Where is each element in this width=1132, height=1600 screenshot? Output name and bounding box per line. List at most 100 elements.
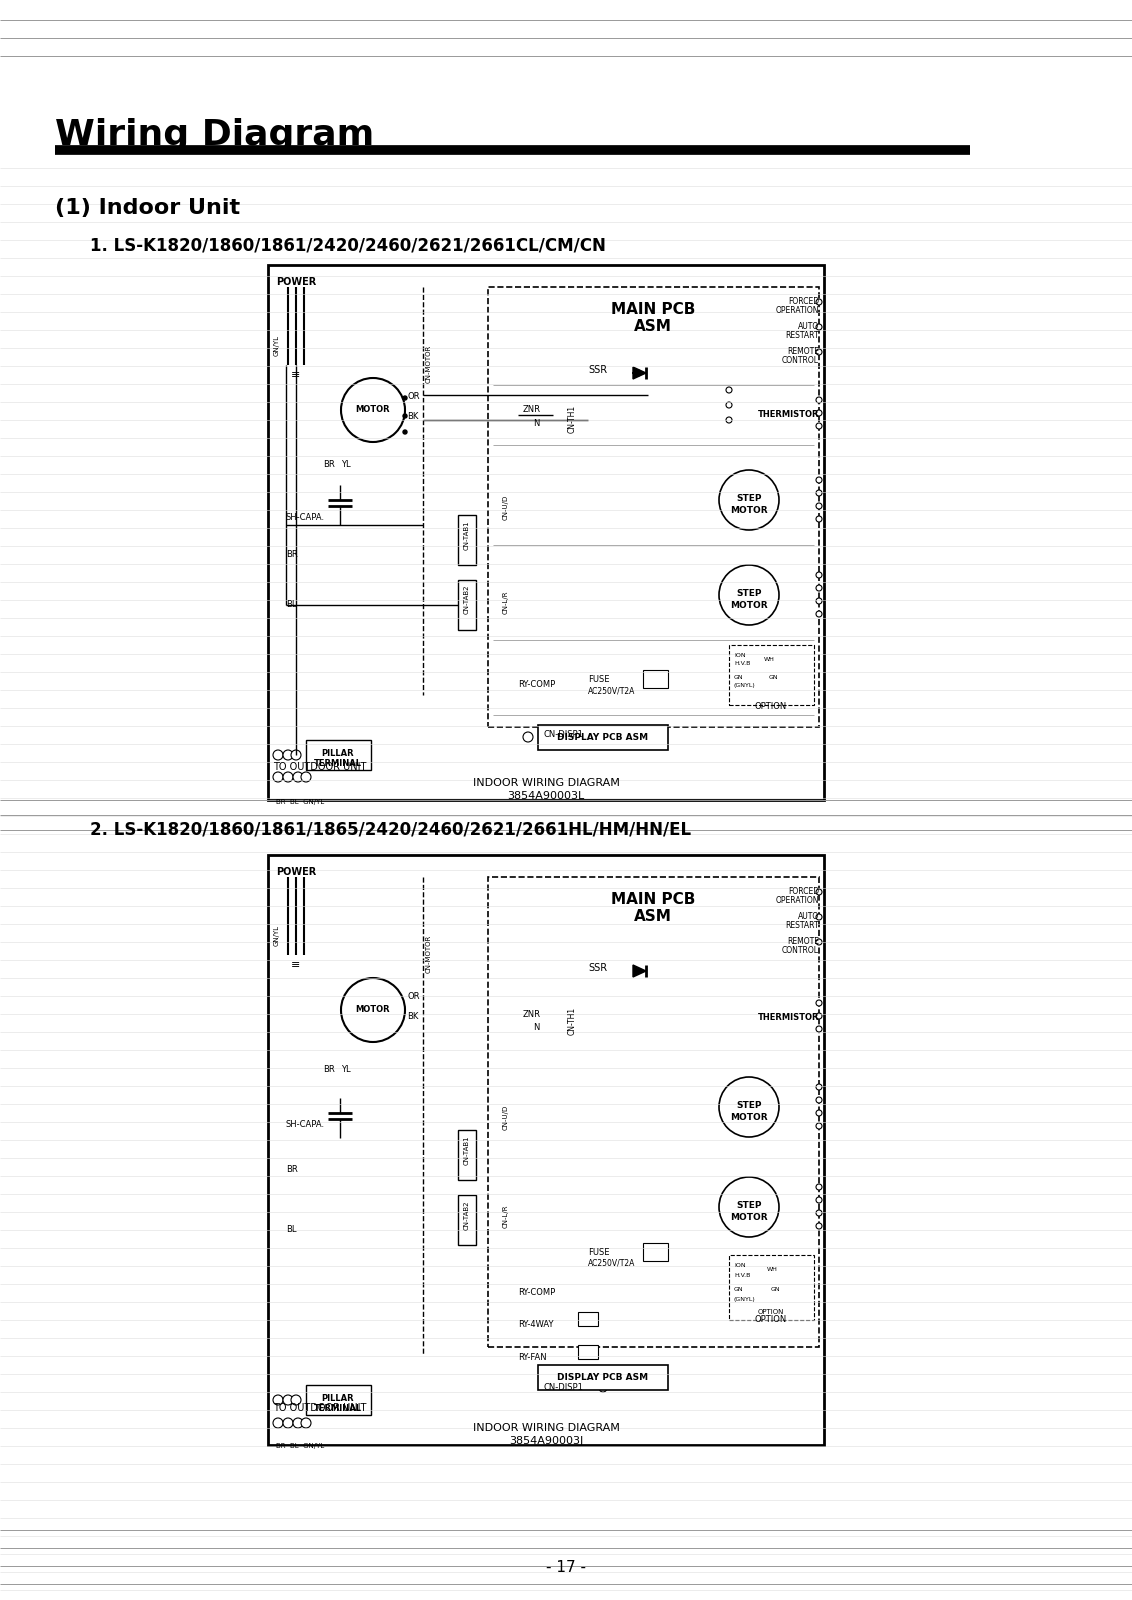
Text: GN: GN [769,675,779,680]
Text: AUTO: AUTO [798,912,818,922]
Circle shape [291,1395,301,1405]
Circle shape [816,1210,822,1216]
Circle shape [719,1077,779,1138]
Text: RY-FAN: RY-FAN [518,1354,547,1362]
Text: OPTION: OPTION [757,1309,784,1315]
Text: FUSE: FUSE [588,1248,609,1258]
Circle shape [283,750,293,760]
Text: (GNYL): (GNYL) [734,1298,756,1302]
Text: TO OUTDOOR UNIT: TO OUTDOOR UNIT [273,1403,367,1413]
Text: BK: BK [408,1013,419,1021]
Circle shape [293,773,303,782]
Text: MOTOR: MOTOR [355,1005,391,1014]
Text: WH: WH [767,1267,778,1272]
Bar [458,579,475,630]
Circle shape [816,914,822,920]
Text: BR  BL  GN/YL: BR BL GN/YL [276,1443,324,1450]
Text: GN: GN [771,1286,781,1293]
Text: TO OUTDOOR UNIT: TO OUTDOOR UNIT [273,762,367,773]
Text: CN-TAB2: CN-TAB2 [464,1200,470,1229]
Text: TERMINAL: TERMINAL [314,758,362,768]
Text: AUTO: AUTO [798,322,818,331]
Text: POWER: POWER [276,867,316,877]
Text: MOTOR: MOTOR [730,1114,767,1122]
Circle shape [403,414,408,418]
Circle shape [726,402,732,408]
Circle shape [816,349,822,355]
Text: REMOTE: REMOTE [787,938,818,946]
Polygon shape [633,366,646,379]
Circle shape [719,470,779,530]
Text: DISPLAY PCB ASM: DISPLAY PCB ASM [557,733,649,742]
Text: OPTION: OPTION [755,702,787,710]
Text: CN-TH1: CN-TH1 [568,1006,577,1035]
Text: CN-TH1: CN-TH1 [568,405,577,434]
Text: CN-U/D: CN-U/D [503,494,509,520]
Text: SSR: SSR [588,963,607,973]
Circle shape [816,490,822,496]
Text: OR: OR [408,992,420,1002]
Text: CN-TAB1: CN-TAB1 [464,520,470,550]
Text: ≡: ≡ [291,960,301,970]
Circle shape [403,430,408,434]
Text: (GNYL): (GNYL) [734,683,756,688]
Circle shape [816,939,822,946]
Text: CN-U/D: CN-U/D [503,1106,509,1130]
Text: STEP: STEP [736,494,762,502]
Text: CN-MOTOR: CN-MOTOR [426,346,432,384]
Circle shape [726,418,732,422]
Text: OPERATION: OPERATION [775,896,818,906]
Text: (1) Indoor Unit: (1) Indoor Unit [55,198,240,218]
Text: 2. LS-K1820/1860/1861/1865/2420/2460/2621/2661HL/HM/HN/EL: 2. LS-K1820/1860/1861/1865/2420/2460/262… [91,819,692,838]
Text: ≡: ≡ [291,370,301,379]
Text: CN-DISP1: CN-DISP1 [543,1382,583,1392]
Circle shape [273,1418,283,1427]
Circle shape [523,733,533,742]
Text: H.V.B: H.V.B [734,1274,751,1278]
Text: BR: BR [323,1066,335,1074]
Circle shape [816,586,822,590]
Circle shape [816,611,822,618]
Text: - 17 -: - 17 - [546,1560,586,1574]
Text: GN/YL: GN/YL [274,925,280,946]
Text: ZNR: ZNR [523,405,541,414]
Bar [268,854,824,1445]
Circle shape [816,1000,822,1006]
Text: CN-L/R: CN-L/R [503,1205,509,1229]
Text: Wiring Diagram: Wiring Diagram [55,118,375,152]
Text: AC250V/T2A: AC250V/T2A [588,1258,635,1267]
Circle shape [816,573,822,578]
Text: 1. LS-K1820/1860/1861/2420/2460/2621/2661CL/CM/CN: 1. LS-K1820/1860/1861/2420/2460/2621/266… [91,237,606,254]
Text: FORCED: FORCED [788,298,818,306]
Text: CN-MOTOR: CN-MOTOR [426,934,432,973]
Bar [538,725,668,750]
Text: MAIN PCB
ASM: MAIN PCB ASM [611,302,695,334]
Bar [729,645,814,706]
Text: OPERATION: OPERATION [775,306,818,315]
Text: SH-CAPA.: SH-CAPA. [286,514,325,522]
Circle shape [719,1178,779,1237]
Text: FUSE: FUSE [588,675,609,685]
Circle shape [283,773,293,782]
Circle shape [816,502,822,509]
Text: GN/YL: GN/YL [274,334,280,355]
Text: CN-TAB1: CN-TAB1 [464,1134,470,1165]
Text: ION: ION [734,1262,746,1267]
Circle shape [291,750,301,760]
Circle shape [283,1395,293,1405]
Text: CN-L/R: CN-L/R [503,590,509,613]
Circle shape [816,598,822,603]
Circle shape [816,1184,822,1190]
Text: OR: OR [408,392,420,402]
Text: INDOOR WIRING DIAGRAM: INDOOR WIRING DIAGRAM [472,1422,619,1434]
Text: THERMISTOR: THERMISTOR [757,410,818,419]
Text: BL: BL [286,1226,297,1234]
Circle shape [816,299,822,306]
Bar [538,1365,668,1390]
Circle shape [341,978,405,1042]
Text: BR: BR [286,550,298,558]
Text: AC250V/T2A: AC250V/T2A [588,686,635,694]
Circle shape [599,1384,607,1392]
Circle shape [816,515,822,522]
Text: MOTOR: MOTOR [730,506,767,515]
